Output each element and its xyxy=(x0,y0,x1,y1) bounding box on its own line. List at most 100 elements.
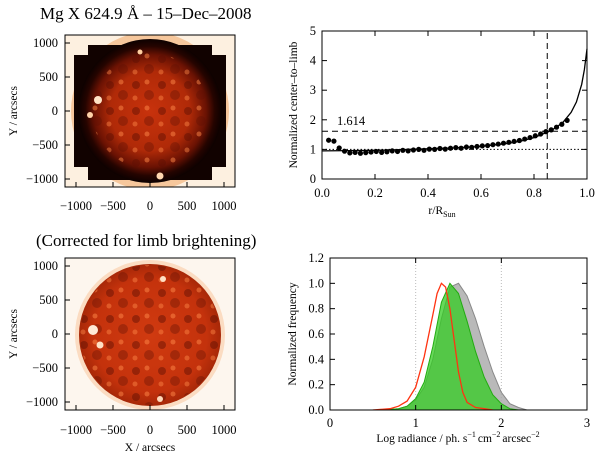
y-tick-label: 0.8 xyxy=(308,302,324,316)
x-axis-unit: arcsec xyxy=(502,433,531,445)
disk-mottle xyxy=(80,265,220,405)
data-point xyxy=(331,138,337,144)
bright-point xyxy=(94,96,102,104)
y-tick-label: 1000 xyxy=(33,259,58,273)
y-tick-label: 0.0 xyxy=(308,403,324,417)
y-axis-label: Normalized frequency xyxy=(287,282,299,385)
data-point xyxy=(538,131,544,137)
bright-point xyxy=(160,276,166,282)
data-point xyxy=(379,149,385,155)
y-tick-label: 500 xyxy=(39,293,58,307)
image-corrected-map xyxy=(65,258,235,410)
bright-point xyxy=(96,341,104,349)
data-point xyxy=(463,144,470,150)
data-point xyxy=(500,140,507,146)
x-tick-label: 3 xyxy=(584,416,590,430)
x-axis-label-main: r/R xyxy=(428,205,443,217)
x-tick-label: 0.4 xyxy=(420,186,436,200)
data-point xyxy=(447,145,454,151)
x-tick-label: −1000 xyxy=(60,199,92,213)
y-tick-label: 0 xyxy=(52,327,58,341)
data-point xyxy=(474,143,480,150)
x-tick-label: 1.0 xyxy=(579,186,595,200)
y-tick-label: −1000 xyxy=(26,172,58,186)
y-tick-label: 500 xyxy=(39,70,58,84)
y-tick-label: 1.0 xyxy=(308,276,324,290)
limb-profile-frame xyxy=(321,30,588,180)
data-point xyxy=(559,121,565,127)
y-axis-label: Normalized center–to–limb xyxy=(288,41,300,168)
data-point xyxy=(490,142,496,148)
radiance-histogram-frame xyxy=(329,257,588,411)
x-axis-label: r/RSun xyxy=(428,205,455,219)
data-point xyxy=(469,144,475,150)
data-point xyxy=(352,149,358,155)
y-tick-label: 5 xyxy=(310,24,316,38)
threshold-label: 1.614 xyxy=(337,114,366,128)
data-point xyxy=(336,145,342,151)
image-corrected-panel: 1000 500 0 −500 −1000 −1000 −500 0 500 1… xyxy=(8,257,237,454)
y-tick-label: 0.2 xyxy=(308,378,324,392)
data-point xyxy=(564,117,570,123)
bright-point xyxy=(157,396,163,402)
image-original-panel: 1000 500 0 −500 −1000 −1000 −500 0 500 1… xyxy=(8,34,237,213)
data-point xyxy=(479,143,485,149)
x-tick-label: 1 xyxy=(413,416,419,430)
limb-profile-axes: 0 1 2 3 4 5 0.0 0.2 0.4 0.6 0.8 1.0 xyxy=(310,24,595,200)
x-axis-label-main: Log radiance / ph. s xyxy=(376,433,468,445)
y-tick-label: 4 xyxy=(310,54,317,68)
y-axis-label: Y / arcsecs xyxy=(8,308,20,359)
data-point xyxy=(357,150,364,156)
histogram-corrected xyxy=(381,282,519,410)
data-point xyxy=(341,148,348,154)
data-point xyxy=(384,149,390,155)
y-tick-label: 0.4 xyxy=(308,352,324,366)
data-point xyxy=(437,145,443,152)
bright-point xyxy=(87,112,93,118)
x-tick-label: −500 xyxy=(100,199,126,213)
data-point xyxy=(553,124,560,130)
x-tick-label: 0 xyxy=(147,423,153,437)
y-tick-label: 1.2 xyxy=(308,251,324,265)
y-tick-label: −500 xyxy=(32,138,58,152)
x-tick-label: 0.2 xyxy=(367,186,383,200)
y-tick-label: 3 xyxy=(310,83,316,97)
x-axis-unit: cm xyxy=(478,433,492,445)
histogram-limb-corrected xyxy=(372,282,493,410)
x-axis-unit-exp: −1 xyxy=(467,430,476,439)
data-point xyxy=(394,148,401,155)
data-point xyxy=(495,141,501,147)
data-point xyxy=(543,129,549,135)
radiance-histogram-marks xyxy=(330,258,587,410)
image-original-map xyxy=(65,35,235,187)
y-axis-label: Y / arcsecs xyxy=(8,85,20,136)
bright-point xyxy=(88,325,98,335)
data-point xyxy=(511,138,517,145)
data-point xyxy=(416,146,422,152)
y-tick-label: −500 xyxy=(32,361,58,375)
y-tick-label: 0.6 xyxy=(308,327,324,341)
data-point xyxy=(421,147,427,153)
limb-profile-marks xyxy=(321,30,588,180)
x-axis-unit-exp: −2 xyxy=(492,430,501,439)
data-point xyxy=(516,137,523,144)
x-tick-label: 0.0 xyxy=(314,186,330,200)
x-tick-label: 500 xyxy=(178,199,197,213)
data-point xyxy=(506,139,512,145)
y-tick-label: 0 xyxy=(310,172,316,186)
x-tick-label: 0.6 xyxy=(473,186,489,200)
bright-point xyxy=(137,49,143,55)
data-point xyxy=(405,148,411,154)
limb-profile-panel: 0 1 2 3 4 5 0.0 0.2 0.4 0.6 0.8 1.0 r/RS… xyxy=(288,24,595,219)
x-axis-unit-exp: −2 xyxy=(531,430,540,439)
x-tick-label: 1000 xyxy=(212,423,237,437)
data-point xyxy=(522,136,528,142)
x-axis-label: Log radiance / ph. s−1 cm−2 arcsec−2 xyxy=(376,430,539,445)
data-point xyxy=(485,142,491,149)
data-point xyxy=(426,146,432,152)
radiance-histogram-panel: 0.0 0.2 0.4 0.6 0.8 1.0 1.2 0 1 2 3 Log … xyxy=(287,251,590,445)
bright-point xyxy=(156,172,164,180)
corrected-caption: (Corrected for limb brightening) xyxy=(36,231,256,250)
image-corrected-axes: 1000 500 0 −500 −1000 −1000 −500 0 500 1… xyxy=(8,259,237,454)
